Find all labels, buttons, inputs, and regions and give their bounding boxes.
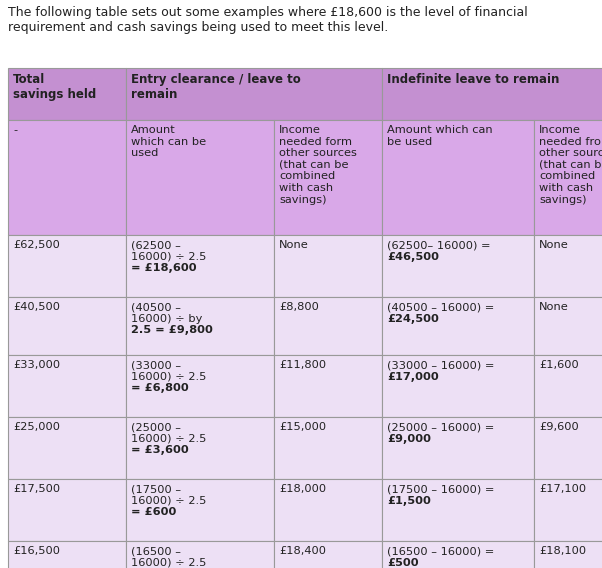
Bar <box>382 120 534 235</box>
Text: £17,100: £17,100 <box>539 484 586 494</box>
Bar <box>126 297 274 355</box>
Bar <box>126 479 274 541</box>
Text: (25000 –: (25000 – <box>131 422 181 432</box>
Bar <box>8 355 126 417</box>
Bar <box>126 68 382 120</box>
Bar <box>274 417 382 479</box>
Text: 16000) ÷ 2.5: 16000) ÷ 2.5 <box>131 495 206 506</box>
Text: £18,400: £18,400 <box>279 546 326 556</box>
Text: (25000 – 16000) =: (25000 – 16000) = <box>387 422 494 432</box>
Bar <box>274 235 382 297</box>
Bar <box>8 479 126 541</box>
Text: None: None <box>539 240 569 250</box>
Bar <box>126 355 274 417</box>
Bar <box>382 417 534 479</box>
Bar <box>534 355 602 417</box>
Text: 16000) ÷ 2.5: 16000) ÷ 2.5 <box>131 558 206 567</box>
Text: (62500 –: (62500 – <box>131 240 181 250</box>
Text: £1,600: £1,600 <box>539 360 579 370</box>
Bar <box>126 120 274 235</box>
Text: (17500 –: (17500 – <box>131 484 181 494</box>
Bar <box>534 235 602 297</box>
Text: = £6,800: = £6,800 <box>131 383 189 393</box>
Text: £9,000: £9,000 <box>387 433 431 444</box>
Text: (62500– 16000) =: (62500– 16000) = <box>387 240 491 250</box>
Text: 2.5 = £9,800: 2.5 = £9,800 <box>131 325 213 335</box>
Text: £15,000: £15,000 <box>279 422 326 432</box>
Bar <box>8 120 126 235</box>
Text: (33000 – 16000) =: (33000 – 16000) = <box>387 360 494 370</box>
Text: Amount
which can be
used: Amount which can be used <box>131 125 206 158</box>
Bar <box>8 68 126 120</box>
Bar <box>534 479 602 541</box>
Text: 16000) ÷ 2.5: 16000) ÷ 2.5 <box>131 433 206 444</box>
Text: (40500 – 16000) =: (40500 – 16000) = <box>387 302 494 312</box>
Text: = £3,600: = £3,600 <box>131 445 189 455</box>
Bar <box>382 297 534 355</box>
Text: £8,800: £8,800 <box>279 302 319 312</box>
Bar <box>126 417 274 479</box>
Text: £16,500: £16,500 <box>13 546 60 556</box>
Bar <box>534 541 602 568</box>
Text: 16000) ÷ 2.5: 16000) ÷ 2.5 <box>131 252 206 261</box>
Text: £17,500: £17,500 <box>13 484 60 494</box>
Bar <box>8 541 126 568</box>
Bar <box>274 355 382 417</box>
Text: None: None <box>539 302 569 312</box>
Text: (16500 – 16000) =: (16500 – 16000) = <box>387 546 494 556</box>
Bar <box>8 235 126 297</box>
Text: £1,500: £1,500 <box>387 495 431 506</box>
Bar <box>382 68 602 120</box>
Text: £500: £500 <box>387 558 418 567</box>
Text: (40500 –: (40500 – <box>131 302 181 312</box>
Text: 16000) ÷ 2.5: 16000) ÷ 2.5 <box>131 371 206 382</box>
Text: 16000) ÷ by: 16000) ÷ by <box>131 314 202 324</box>
Bar <box>382 541 534 568</box>
Bar <box>534 297 602 355</box>
Text: Entry clearance / leave to
remain: Entry clearance / leave to remain <box>131 73 301 101</box>
Text: Total
savings held: Total savings held <box>13 73 96 101</box>
Text: (33000 –: (33000 – <box>131 360 181 370</box>
Bar <box>274 541 382 568</box>
Text: Indefinite leave to remain: Indefinite leave to remain <box>387 73 559 86</box>
Bar <box>382 479 534 541</box>
Text: £40,500: £40,500 <box>13 302 60 312</box>
Text: £9,600: £9,600 <box>539 422 579 432</box>
Bar <box>274 297 382 355</box>
Bar <box>274 120 382 235</box>
Text: £17,000: £17,000 <box>387 371 439 382</box>
Text: The following table sets out some examples where £18,600 is the level of financi: The following table sets out some exampl… <box>8 6 528 34</box>
Text: £25,000: £25,000 <box>13 422 60 432</box>
Text: Income
needed from
other sources
(that can be
combined
with cash
savings): Income needed from other sources (that c… <box>539 125 602 204</box>
Bar <box>382 355 534 417</box>
Text: £18,000: £18,000 <box>279 484 326 494</box>
Text: -: - <box>13 125 17 135</box>
Bar <box>8 297 126 355</box>
Bar <box>534 417 602 479</box>
Text: Income
needed form
other sources
(that can be
combined
with cash
savings): Income needed form other sources (that c… <box>279 125 357 204</box>
Text: £46,500: £46,500 <box>387 252 439 261</box>
Bar <box>8 417 126 479</box>
Bar <box>534 120 602 235</box>
Text: = £18,600: = £18,600 <box>131 263 197 273</box>
Text: (17500 – 16000) =: (17500 – 16000) = <box>387 484 494 494</box>
Bar <box>274 479 382 541</box>
Text: £18,100: £18,100 <box>539 546 586 556</box>
Bar <box>126 235 274 297</box>
Text: £62,500: £62,500 <box>13 240 60 250</box>
Text: £24,500: £24,500 <box>387 314 439 324</box>
Bar <box>126 541 274 568</box>
Text: = £600: = £600 <box>131 507 176 517</box>
Text: £33,000: £33,000 <box>13 360 60 370</box>
Text: None: None <box>279 240 309 250</box>
Bar <box>382 235 534 297</box>
Text: £11,800: £11,800 <box>279 360 326 370</box>
Text: Amount which can
be used: Amount which can be used <box>387 125 492 147</box>
Text: (16500 –: (16500 – <box>131 546 181 556</box>
